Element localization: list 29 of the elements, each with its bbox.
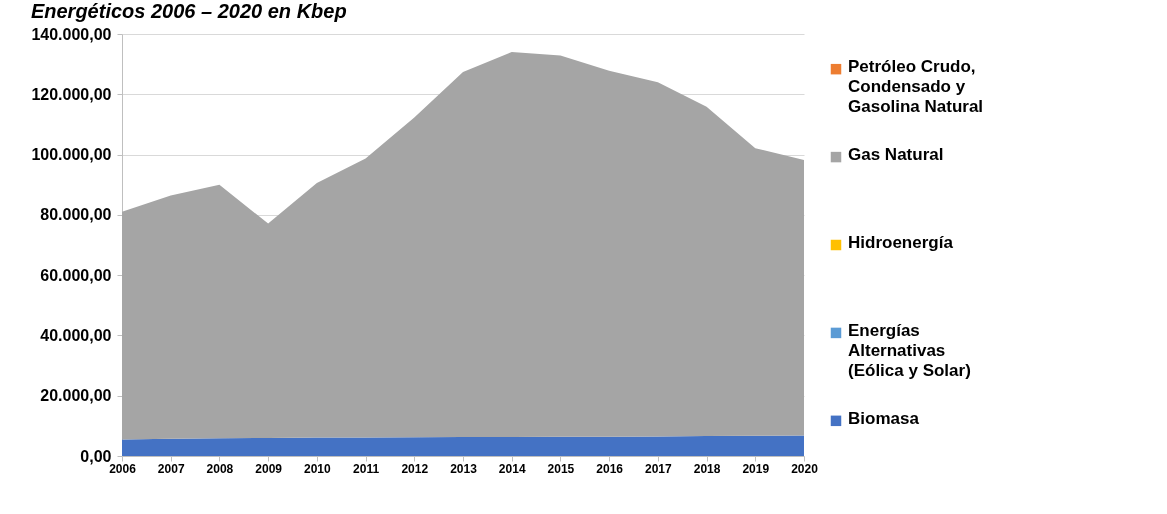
x-tick-label: 2020: [791, 461, 819, 476]
legend-label: Energías Alternativas (Eólica y Solar): [848, 320, 971, 380]
x-tick-label: 2007: [157, 461, 185, 476]
y-tick-label: 120.000,00: [31, 85, 112, 103]
x-tick-label: 2012: [401, 461, 429, 476]
chart-title: Energéticos 2006 – 2020 en Kbep: [30, 0, 347, 22]
x-tick-label: 2017: [645, 461, 673, 476]
x-tick-label: 2015: [547, 461, 575, 476]
x-tick-label: 2016: [596, 461, 624, 476]
x-tick-label: 2011: [353, 461, 380, 476]
x-tick-label: 2010: [304, 461, 332, 476]
y-tick-label: 0,00: [80, 447, 112, 465]
x-tick-label: 2019: [742, 461, 770, 476]
legend-label: Petróleo Crudo, Condensado y Gasolina Natural: [848, 57, 984, 117]
x-tick-label: 2009: [255, 461, 283, 476]
x-tick-label: 2018: [693, 461, 721, 476]
legend-label: Hidroenergía: [848, 233, 954, 252]
x-tick-label: 2014: [498, 461, 526, 476]
x-tick-label: 2013: [450, 461, 478, 476]
x-tick-label: 2008: [206, 461, 234, 476]
y-tick-label: 40.000,00: [40, 326, 112, 344]
y-tick-label: 20.000,00: [40, 387, 112, 405]
y-tick-label: 100.000,00: [31, 146, 112, 164]
y-tick-label: 60.000,00: [40, 266, 112, 284]
legend-label: Biomasa: [848, 408, 920, 428]
legend-label: Gas Natural: [848, 145, 944, 165]
x-tick-label: 2006: [109, 461, 137, 476]
y-tick-label: 140.000,00: [31, 25, 112, 43]
y-tick-label: 80.000,00: [40, 206, 112, 224]
